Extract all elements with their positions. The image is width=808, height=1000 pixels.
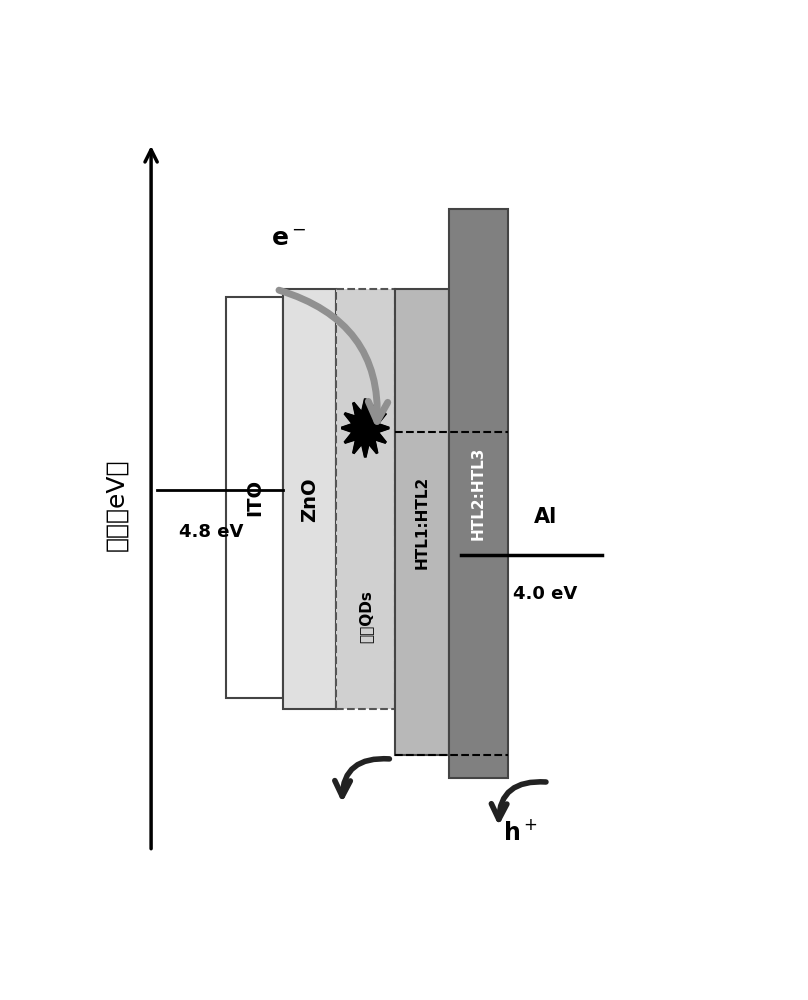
Text: 4.8 eV: 4.8 eV xyxy=(179,523,244,541)
Text: 能级（eV）: 能级（eV） xyxy=(105,459,128,551)
Text: ITO: ITO xyxy=(245,479,264,516)
Bar xyxy=(336,289,395,709)
Bar xyxy=(395,289,448,755)
Polygon shape xyxy=(342,399,389,457)
Text: h$^+$: h$^+$ xyxy=(503,820,538,845)
Bar xyxy=(448,209,508,778)
Text: 绷光QDs: 绷光QDs xyxy=(358,590,373,643)
Bar xyxy=(226,297,283,698)
Text: e$^-$: e$^-$ xyxy=(271,227,306,251)
Bar xyxy=(283,289,336,709)
Text: ZnO: ZnO xyxy=(300,477,318,522)
Text: HTL1:HTL2: HTL1:HTL2 xyxy=(415,476,429,569)
Text: Al: Al xyxy=(534,507,558,527)
Text: HTL2:HTL3: HTL2:HTL3 xyxy=(471,447,486,540)
Text: 4.0 eV: 4.0 eV xyxy=(513,585,578,603)
